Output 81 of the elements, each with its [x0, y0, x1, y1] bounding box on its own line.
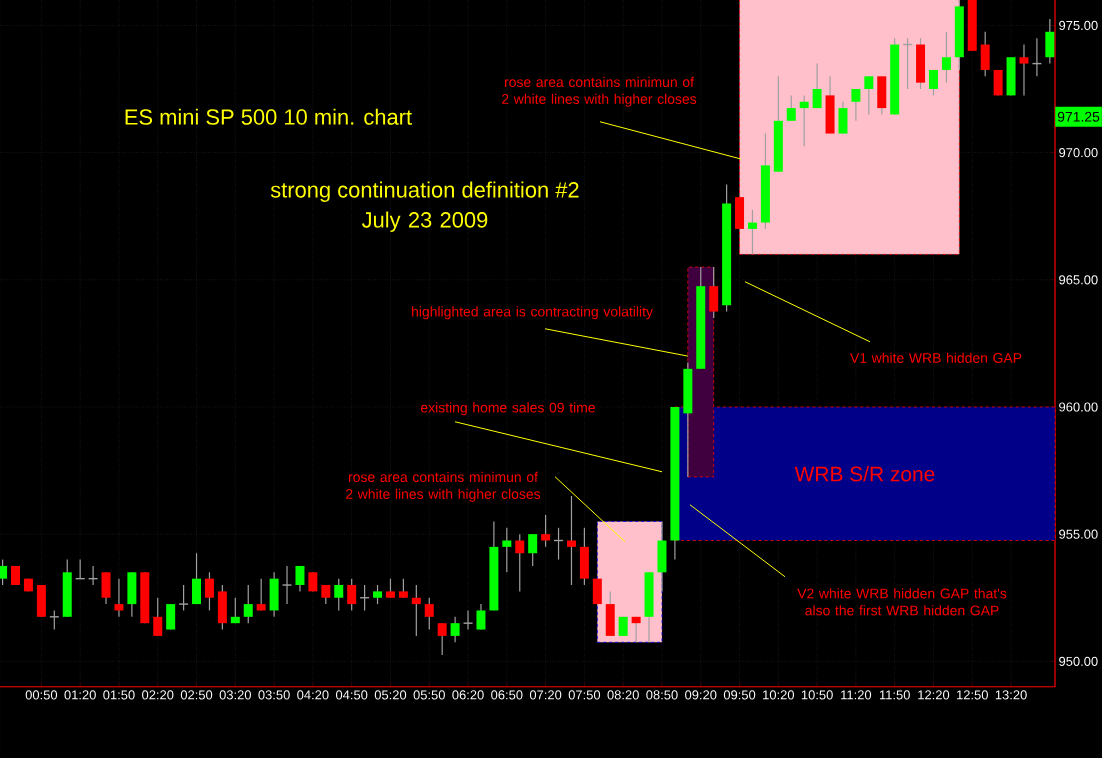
x-tick-label: 10:50: [801, 690, 833, 700]
candlestick: [230, 597, 240, 624]
candlestick: [178, 584, 189, 612]
candlestick: [437, 622, 447, 656]
x-tick-label: 04:20: [297, 690, 329, 700]
candlestick: [799, 94, 809, 147]
candlestick: [631, 616, 641, 643]
candlestick: [502, 527, 512, 573]
x-tick-label: 10:20: [763, 690, 795, 700]
candlestick: [812, 62, 822, 109]
x-tick-label: 13:20: [995, 690, 1027, 700]
y-tick-label: 950.00: [1059, 656, 1098, 666]
candlestick: [334, 578, 344, 612]
candlestick: [204, 571, 214, 612]
x-tick-label: 01:50: [103, 690, 135, 700]
x-tick-label: 12:50: [957, 690, 988, 700]
annotation: July 23 2009: [361, 211, 488, 232]
candlestick: [450, 616, 460, 643]
candlestick: [321, 584, 331, 605]
candlestick: [256, 578, 266, 612]
x-tick-label: 02:20: [142, 690, 174, 700]
candlestick: [373, 584, 383, 605]
annotation: rose area contains minimun of 2 white lines with higher closes: [346, 471, 541, 502]
candlestick: [49, 609, 60, 631]
candlestick: [411, 584, 421, 637]
candlestick: [281, 565, 293, 605]
candlestick: [243, 584, 253, 624]
candlestick: [566, 495, 576, 586]
candlestick: [0, 558, 8, 586]
candlestick: [424, 597, 434, 631]
x-tick-label: 11:20: [841, 690, 872, 700]
x-tick-label: 00:50: [25, 690, 58, 700]
x-tick-label: 01:20: [64, 690, 96, 700]
candlestick: [398, 578, 408, 599]
annotation: V2 white WRB hidden GAP that's also the first WRB hidden GAP: [797, 588, 1007, 616]
candlestick: [385, 578, 395, 599]
y-tick-label: 975.00: [1059, 20, 1098, 31]
x-tick-label: 09:20: [685, 690, 717, 700]
candlestick: [462, 609, 474, 631]
candlestick: [941, 31, 951, 84]
candlestick: [928, 69, 938, 96]
annotation: existing home sales 09 time: [420, 402, 595, 416]
candlestick: [541, 514, 551, 548]
candlestick: [851, 88, 861, 122]
y-tick-label: 960.00: [1059, 402, 1098, 412]
candlestick: [528, 533, 538, 567]
text: 971.25: [1057, 111, 1100, 122]
x-tick-label: 03:20: [219, 690, 252, 700]
candlestick: [476, 603, 486, 631]
candlestick: [515, 533, 525, 592]
x-tick-label: 06:20: [452, 690, 484, 700]
annotation: highlighted area is contracting volatility: [412, 306, 653, 320]
x-tick-label: 08:20: [607, 690, 639, 700]
candlestick: [114, 578, 124, 618]
x-tick-label: 05:20: [374, 690, 407, 700]
y-tick-label: 965.00: [1059, 275, 1098, 285]
x-tick-label: 08:50: [646, 690, 678, 700]
candlestick: [1019, 43, 1029, 96]
candlestick: [295, 565, 305, 592]
x-tick-label: 12:20: [918, 690, 950, 700]
x-tick-label: 04:50: [335, 690, 368, 700]
text: strong continuation definition #2: [270, 181, 579, 202]
x-tick-label: 11:50: [879, 690, 910, 700]
y-tick-label: 955.00: [1059, 529, 1098, 539]
annotation: rose area contains minimun of 2 white lines with higher closes: [502, 76, 697, 107]
candlestick: [153, 597, 163, 637]
candlestick: [864, 75, 874, 116]
x-tick-label: 07:50: [568, 690, 601, 700]
annotation: V1 white WRB hidden GAP: [850, 352, 1022, 363]
x-tick-label: 03:50: [258, 690, 290, 700]
y-tick-label: 970.00: [1059, 148, 1098, 158]
candlestick: [347, 578, 357, 612]
band-label: WRB S/R zone: [794, 466, 935, 482]
candlestick: [747, 209, 757, 255]
x-tick-label: 02:50: [180, 690, 213, 700]
candlestick: [786, 94, 796, 122]
x-tick-label: 09:50: [723, 690, 756, 700]
x-tick-label: 06:50: [491, 690, 523, 700]
x-tick-label: 07:20: [529, 690, 562, 700]
x-tick-label: 05:50: [413, 690, 445, 700]
text: ES mini SP 500 10 min. chart: [125, 108, 412, 125]
